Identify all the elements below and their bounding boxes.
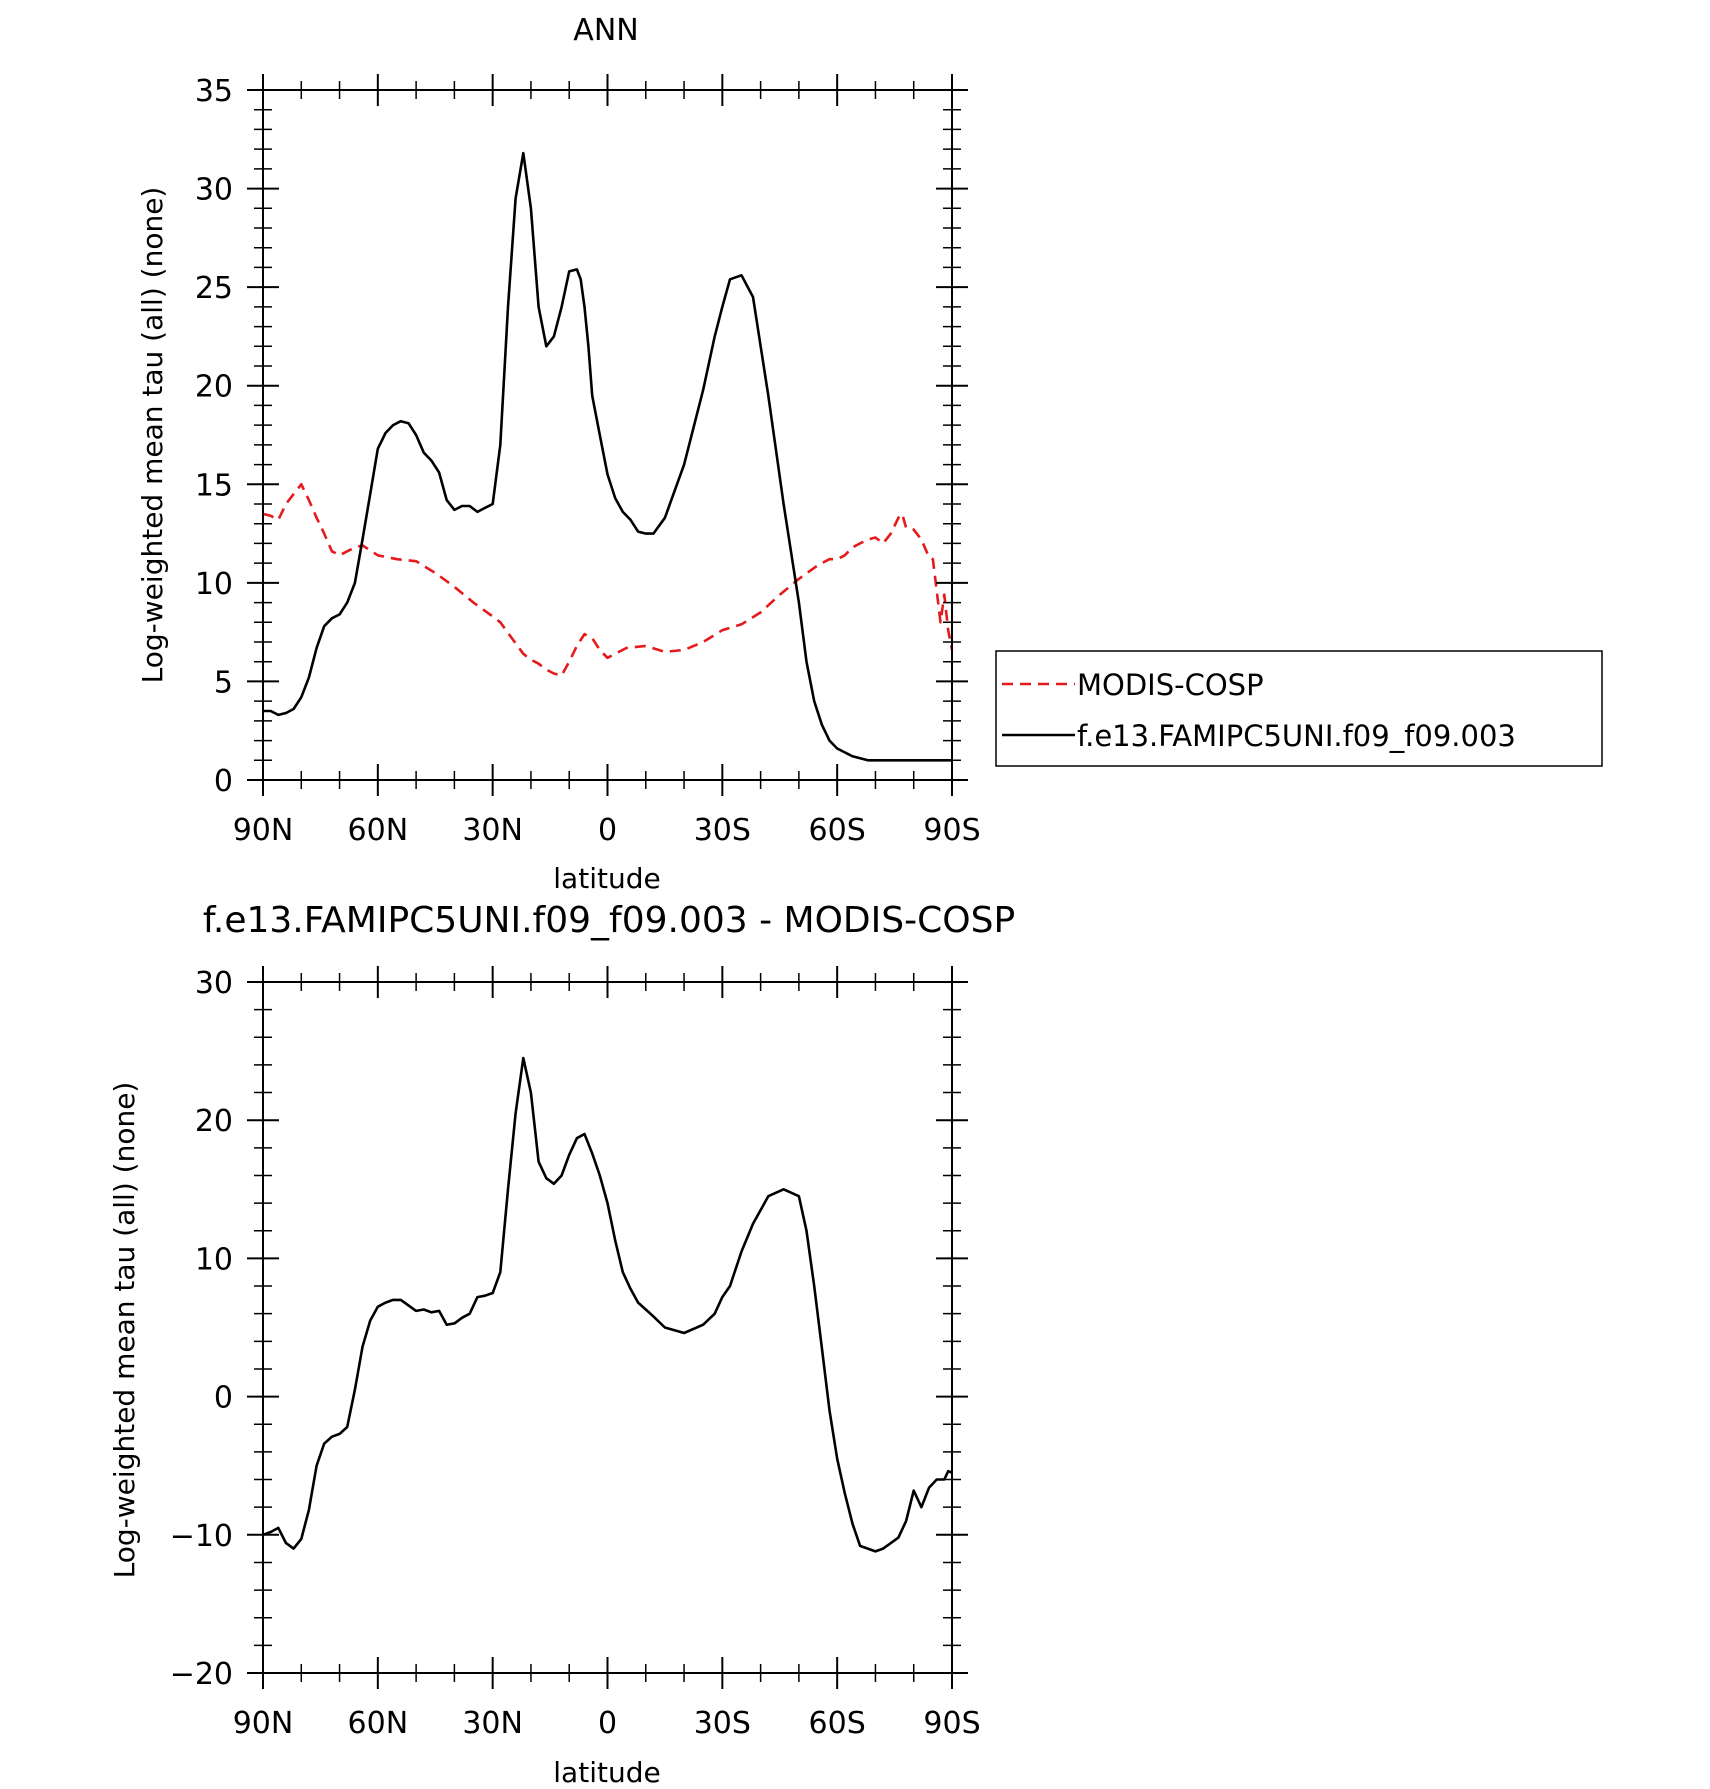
bottom-xtick-label: 30S	[694, 1706, 751, 1741]
top-ytick-label: 0	[214, 764, 233, 799]
top-xtick-label: 90N	[233, 813, 294, 848]
bottom-panel: f.e13.FAMIPC5UNI.f09_f09.003 - MODIS-COS…	[108, 900, 1015, 1789]
top-series-group	[262, 151, 954, 762]
bottom-ytick-label: −10	[170, 1519, 233, 1554]
top-ytick-label: 5	[214, 665, 233, 700]
legend-label-modis: MODIS-COSP	[1077, 668, 1264, 702]
top-x-axis-label: latitude	[553, 862, 660, 895]
top-series-line-modis-cosp	[262, 482, 954, 677]
top-ytick-label: 30	[195, 173, 233, 208]
top-chart-title: ANN	[573, 13, 638, 48]
bottom-y-axis-label: Log-weighted mean tau (all) (none)	[108, 1082, 141, 1579]
top-xtick-label: 0	[598, 813, 617, 848]
bottom-series-group	[262, 1056, 953, 1553]
top-xtick-label: 60S	[809, 813, 866, 848]
top-ytick-label: 15	[195, 468, 233, 503]
top-y-axis-label: Log-weighted mean tau (all) (none)	[136, 187, 169, 684]
bottom-xtick-label: 0	[598, 1706, 617, 1741]
bottom-ytick-label: 0	[214, 1381, 233, 1416]
top-ytick-label: 10	[195, 567, 233, 602]
top-ytick-label: 25	[195, 271, 233, 306]
top-xtick-label: 30N	[462, 813, 523, 848]
bottom-ytick-label: 20	[195, 1104, 233, 1139]
top-ytick-label: 35	[195, 74, 233, 109]
legend-box	[995, 650, 1603, 767]
bottom-xtick-label: 60N	[348, 1706, 409, 1741]
bottom-series-line-difference	[262, 1056, 953, 1553]
top-xtick-label: 30S	[694, 813, 751, 848]
bottom-plot-frame	[262, 981, 953, 1674]
bottom-xtick-label: 90S	[923, 1706, 980, 1741]
top-ytick-label: 20	[195, 370, 233, 405]
bottom-xtick-label: 30N	[462, 1706, 523, 1741]
legend-label-model: f.e13.FAMIPC5UNI.f09_f09.003	[1077, 719, 1516, 753]
top-series-line-model	[263, 151, 952, 762]
legend: MODIS-COSP f.e13.FAMIPC5UNI.f09_f09.003	[995, 650, 1603, 767]
bottom-x-axis-label: latitude	[553, 1756, 660, 1789]
top-axis-ticks: 0 5 10 15 20 25 30 35 90N 60N 30N 0 30S 60S 90S	[195, 74, 981, 848]
bottom-ytick-label: 30	[195, 966, 233, 1001]
bottom-xtick-label: 90N	[233, 1706, 294, 1741]
top-panel: ANN 0 5 10 15 20 25 30 35 90N 60N 30N 0 30S 60S 90S la…	[136, 13, 1603, 895]
top-xtick-label: 90S	[923, 813, 980, 848]
bottom-xtick-label: 60S	[809, 1706, 866, 1741]
top-xtick-label: 60N	[348, 813, 409, 848]
bottom-ytick-label: −20	[170, 1657, 233, 1692]
top-plot-frame	[262, 89, 953, 781]
bottom-ytick-label: 10	[195, 1242, 233, 1277]
bottom-axis-ticks: −20 −10 0 10 20 30 90N 60N 30N 0 30S 60S 90S	[170, 966, 981, 1741]
bottom-chart-title: f.e13.FAMIPC5UNI.f09_f09.003 - MODIS-COS…	[203, 900, 1015, 941]
